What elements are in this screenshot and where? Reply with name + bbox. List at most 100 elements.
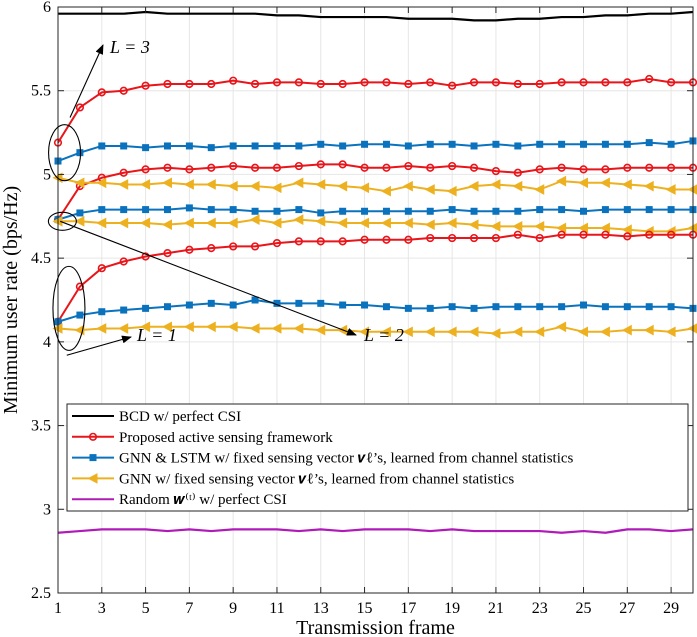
data-point	[404, 161, 413, 171]
data-point	[426, 207, 434, 215]
data-point	[623, 78, 632, 87]
data-point	[426, 140, 434, 148]
data-point	[98, 142, 106, 150]
x-tick-label: 11	[269, 600, 284, 617]
data-point	[141, 81, 150, 90]
data-point	[360, 163, 369, 172]
data-point	[339, 301, 347, 309]
legend-box	[66, 403, 689, 512]
data-point	[317, 299, 325, 307]
data-point	[577, 326, 589, 338]
x-tick-label: 9	[229, 600, 237, 617]
data-point	[579, 230, 588, 239]
data-point	[579, 165, 588, 174]
data-point	[76, 209, 84, 217]
arrow-l2	[59, 220, 357, 336]
data-point	[601, 140, 609, 148]
data-point	[76, 149, 84, 157]
data-point	[512, 221, 523, 232]
data-point	[665, 184, 676, 195]
data-point	[316, 237, 325, 246]
legend-item: GNN w/ fixed sensing vector 𝒗ℓ’s, learne…	[72, 471, 514, 487]
legend-item: BCD w/ perfect CSI	[72, 409, 241, 425]
data-point	[207, 206, 215, 214]
data-point	[536, 140, 544, 148]
legend-item: Proposed active sensing framework	[72, 430, 333, 446]
data-point	[185, 301, 193, 309]
data-point	[227, 217, 238, 229]
data-point	[120, 206, 128, 214]
data-point	[294, 237, 303, 246]
data-point	[468, 326, 479, 338]
data-point	[338, 160, 347, 169]
series-group	[52, 10, 697, 534]
data-point	[667, 140, 675, 148]
data-point	[250, 242, 260, 251]
data-point	[599, 326, 610, 338]
data-point	[227, 321, 238, 333]
data-point	[294, 78, 303, 87]
data-point	[317, 209, 325, 217]
x-tick-label: 21	[488, 600, 504, 617]
data-point	[207, 299, 215, 307]
data-point	[183, 179, 194, 190]
data-point	[645, 74, 654, 84]
data-point	[514, 142, 522, 150]
data-point	[448, 206, 456, 214]
y-tick-label: 5.5	[31, 83, 51, 100]
data-point	[535, 79, 544, 89]
data-point	[140, 179, 151, 190]
data-point	[557, 230, 566, 239]
data-point	[185, 142, 193, 150]
data-point	[621, 324, 632, 336]
data-point	[491, 78, 501, 87]
data-point	[534, 326, 545, 338]
data-point	[120, 306, 128, 314]
data-point	[557, 163, 566, 172]
data-point	[665, 326, 676, 338]
series-line	[58, 10, 694, 22]
data-point	[558, 206, 566, 214]
data-point	[317, 140, 325, 148]
data-point	[490, 179, 501, 190]
x-tick-label: 25	[576, 600, 592, 617]
data-point	[361, 207, 369, 215]
data-point	[667, 78, 676, 87]
data-point	[118, 179, 129, 190]
data-point	[271, 182, 282, 194]
series-line	[57, 299, 694, 323]
data-point	[339, 207, 347, 215]
data-point	[448, 161, 457, 171]
data-point	[251, 142, 259, 150]
data-point	[426, 304, 434, 312]
legend-label: GNN w/ fixed sensing vector 𝒗ℓ’s, learne…	[119, 471, 514, 487]
data-point	[250, 79, 260, 89]
data-point	[207, 163, 216, 172]
data-point	[404, 304, 412, 312]
data-point	[96, 217, 107, 229]
data-point	[621, 179, 632, 190]
series-gnn-l-3	[52, 172, 697, 197]
data-point	[577, 177, 589, 189]
series-gnn-lstm-l-1	[54, 296, 697, 326]
data-point	[185, 204, 193, 212]
data-point	[667, 303, 675, 311]
data-point	[118, 323, 129, 334]
y-tick-label: 2.5	[31, 585, 51, 602]
data-point	[534, 221, 545, 232]
data-point	[295, 142, 303, 150]
data-point	[272, 238, 282, 248]
data-point	[358, 217, 370, 229]
plot-frame	[57, 6, 694, 594]
data-point	[491, 233, 501, 243]
series-gnn-l-1	[52, 321, 697, 339]
legend-label: Proposed active sensing framework	[119, 430, 333, 446]
data-point	[229, 301, 237, 309]
data-point	[426, 233, 435, 243]
data-point	[163, 249, 172, 258]
series-gnn-lstm-l-2	[54, 204, 697, 224]
data-point	[207, 79, 216, 89]
data-point	[601, 165, 610, 174]
data-point	[536, 206, 544, 214]
data-point	[645, 163, 654, 172]
